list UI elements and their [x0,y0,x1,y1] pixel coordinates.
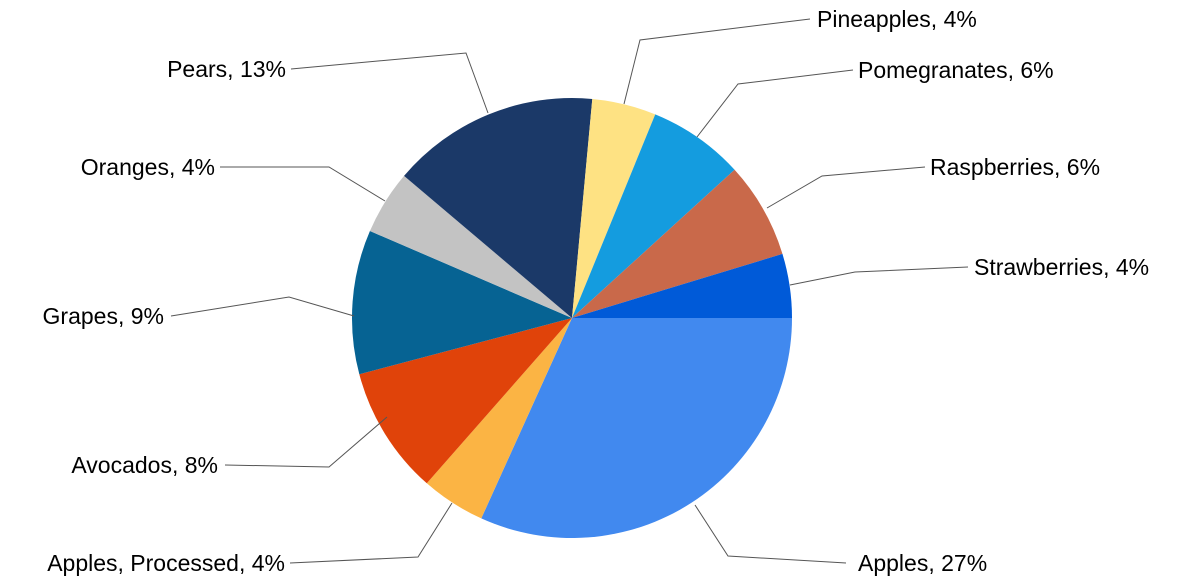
slice-label-oranges: Oranges, 4% [81,154,215,180]
pie-slice-apples [481,318,792,538]
pie-slice-oranges [369,175,572,318]
leader-line-apples [694,504,847,564]
pie-slice-pineapples [572,98,656,318]
pie-slice-apples-processed [426,318,572,519]
leader-line-pomegranates [696,69,854,138]
leader-line-pears [290,52,489,114]
leader-line-pineapples [623,18,811,105]
slice-label-apples: Apples, 27% [858,550,987,576]
slice-label-apples-processed: Apples, Processed, 4% [47,550,285,576]
leader-line-strawberries [789,266,969,286]
pie-slice-raspberries [572,169,783,318]
pie-slice-pomegranates [572,114,735,318]
pie-slice-strawberries [572,253,792,318]
slice-label-pomegranates: Pomegranates, 6% [858,57,1054,83]
slice-label-pears: Pears, 13% [167,56,286,82]
labels-layer: Apples, 27% Apples, Processed, 4% Avocados… [43,6,1150,576]
leader-line-apples-processed [289,502,453,564]
leader-line-avocados [224,416,388,468]
leader-line-raspberries [766,166,926,209]
pie-slice-avocados [359,318,572,484]
leader-line-grapes [170,296,355,317]
leader-line-oranges [220,166,386,202]
slice-label-avocados: Avocados, 8% [71,452,218,478]
slice-label-strawberries: Strawberries, 4% [974,254,1149,280]
slice-label-raspberries: Raspberries, 6% [930,154,1100,180]
pie-slice-pears [404,98,593,318]
slice-label-grapes: Grapes, 9% [43,303,164,329]
leaders-layer [170,18,969,564]
pie-slice-grapes [351,231,572,375]
slices-layer [351,98,792,538]
slice-label-pineapples: Pineapples, 4% [817,6,977,32]
